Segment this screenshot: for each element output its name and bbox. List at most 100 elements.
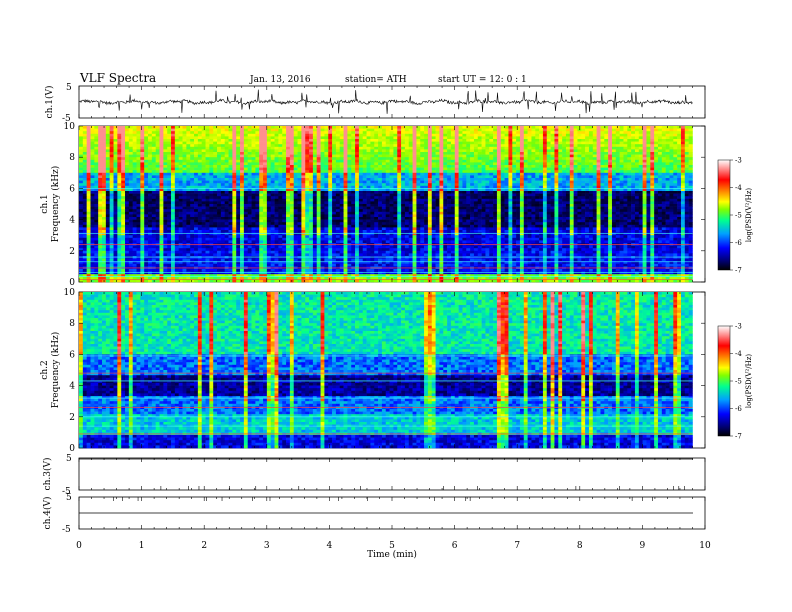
spectrogram-cell bbox=[286, 172, 291, 176]
spectrogram-cell bbox=[665, 172, 670, 176]
spectrogram-cell bbox=[148, 198, 153, 202]
spectrogram-cell bbox=[404, 149, 410, 153]
spectrogram-cell bbox=[550, 146, 555, 150]
spectrogram-cell bbox=[638, 136, 643, 140]
spectrogram-cell bbox=[140, 152, 145, 155]
spectrogram-cell bbox=[397, 128, 402, 132]
spectrogram-cell bbox=[205, 165, 210, 168]
spectrogram-cell bbox=[79, 196, 84, 200]
spectrogram-cell bbox=[351, 196, 356, 200]
spectrogram-cell bbox=[462, 183, 467, 187]
spectrogram-cell bbox=[470, 196, 475, 200]
spectrogram-cell bbox=[163, 185, 168, 189]
spectrogram-cell bbox=[431, 185, 436, 189]
spectrogram-cell bbox=[286, 136, 291, 140]
spectrogram-cell bbox=[504, 188, 509, 192]
spectrogram-cell bbox=[286, 196, 291, 200]
spectrogram-cell bbox=[247, 170, 252, 174]
spectrogram-cell bbox=[278, 144, 283, 148]
spectrogram-cell bbox=[688, 157, 693, 161]
spectrogram-cell bbox=[151, 139, 156, 142]
spectrogram-cell bbox=[132, 152, 137, 155]
spectrogram-cell bbox=[424, 157, 429, 161]
spectrogram-cell bbox=[378, 178, 383, 181]
spectrogram-cell bbox=[523, 162, 528, 166]
spectrogram-cell bbox=[332, 170, 337, 174]
spectrogram-cell bbox=[512, 162, 517, 166]
spectrogram-cell bbox=[527, 178, 532, 181]
spectrogram-cell bbox=[596, 204, 601, 207]
spectrogram-cell bbox=[151, 178, 156, 181]
spectrogram-cell bbox=[546, 133, 551, 137]
spectrogram-cell bbox=[113, 167, 118, 171]
spectrogram-cell bbox=[132, 172, 137, 176]
spectrogram-cell bbox=[312, 178, 318, 181]
spectrogram-cell bbox=[381, 139, 387, 142]
spectrogram-cell bbox=[197, 178, 202, 181]
spectrogram-cell bbox=[362, 133, 367, 137]
spectrogram-cell bbox=[554, 175, 559, 179]
spectrogram-cell bbox=[665, 170, 670, 174]
spectrogram-cell bbox=[140, 167, 145, 171]
spectrogram-cell bbox=[167, 204, 172, 207]
spectrogram-cell bbox=[339, 154, 344, 158]
spectrogram-cell bbox=[378, 136, 383, 140]
spectrogram-cell bbox=[209, 131, 214, 135]
spectrogram-cell bbox=[220, 191, 225, 194]
spectrogram-cell bbox=[427, 167, 433, 171]
spectrogram-cell bbox=[592, 126, 597, 129]
spectrogram-cell bbox=[481, 152, 486, 155]
spectrogram-cell bbox=[677, 126, 682, 129]
spectrogram-cell bbox=[125, 185, 130, 189]
spectrogram-cell bbox=[588, 175, 594, 179]
spectrogram-cell bbox=[542, 204, 548, 207]
spectrogram-cell bbox=[255, 159, 260, 163]
spectrogram-cell bbox=[680, 196, 686, 200]
spectrogram-cell bbox=[577, 193, 582, 197]
spectrogram-cell bbox=[220, 201, 225, 205]
spectrogram-cell bbox=[573, 139, 578, 142]
spectrogram-cell bbox=[132, 146, 137, 150]
spectrogram-cell bbox=[611, 144, 617, 148]
spectrogram-cell bbox=[190, 159, 195, 163]
spectrogram-cell bbox=[148, 178, 153, 181]
spectrogram-cell bbox=[351, 193, 356, 197]
spectrogram-cell bbox=[604, 185, 609, 189]
spectrogram-cell bbox=[328, 165, 333, 168]
spectrogram-cell bbox=[209, 185, 214, 189]
spectrogram-cell bbox=[347, 162, 352, 166]
spectrogram-cell bbox=[646, 183, 651, 187]
spectrogram-cell bbox=[573, 133, 578, 137]
spectrogram-cell bbox=[301, 167, 306, 171]
spectrogram-cell bbox=[435, 139, 440, 142]
spectrogram-cell bbox=[654, 193, 659, 197]
spectrogram-cell bbox=[328, 193, 333, 197]
spectrogram-cell bbox=[205, 152, 210, 155]
spectrogram-cell bbox=[535, 191, 540, 194]
spectrogram-cell bbox=[412, 185, 417, 189]
spectrogram-cell bbox=[600, 159, 605, 163]
spectrogram-cell bbox=[286, 149, 291, 153]
spectrogram-cell bbox=[381, 180, 387, 184]
spectrogram-cell bbox=[401, 167, 406, 171]
spectrogram-cell bbox=[86, 185, 91, 189]
spectrogram-cell bbox=[174, 178, 179, 181]
spectrogram-cell bbox=[266, 136, 272, 140]
spectrogram-cell bbox=[454, 185, 459, 189]
spectrogram-cell bbox=[657, 196, 663, 200]
spectrogram-cell bbox=[355, 136, 360, 140]
spectrogram-cell bbox=[201, 141, 206, 145]
spectrogram-cell bbox=[542, 175, 548, 179]
spectrogram-cell bbox=[378, 141, 383, 145]
spectrogram-cell bbox=[171, 149, 176, 153]
spectrogram-cell bbox=[585, 131, 590, 135]
spectrogram-cell bbox=[638, 157, 643, 161]
spectrogram-cell bbox=[642, 167, 647, 171]
spectrogram-cell bbox=[332, 198, 337, 202]
spectrogram-cell bbox=[174, 152, 179, 155]
spectrogram-cell bbox=[431, 141, 436, 145]
spectrogram-cell bbox=[163, 198, 168, 202]
spectrogram-cell bbox=[638, 128, 643, 132]
spectrogram-cell bbox=[278, 172, 283, 176]
spectrogram-cell bbox=[205, 131, 210, 135]
